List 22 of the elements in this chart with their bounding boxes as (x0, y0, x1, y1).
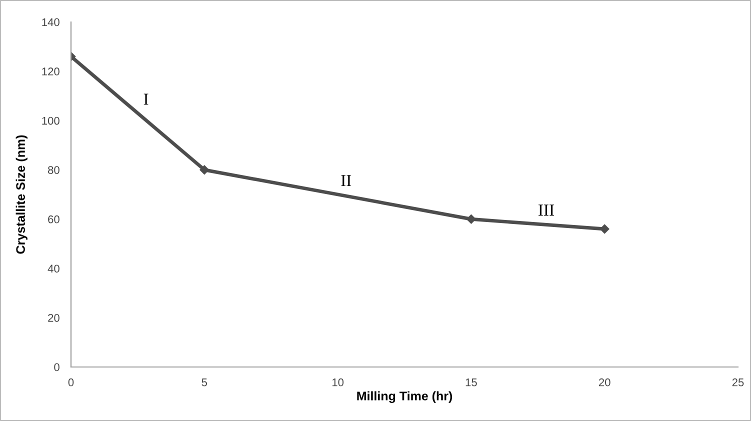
y-tick-label: 100 (42, 116, 60, 125)
y-tick-label: 20 (48, 314, 60, 322)
x-axis-title: Milling Time (hr) (357, 391, 452, 403)
annotation: II (341, 175, 352, 186)
annotation: I (144, 94, 148, 105)
point (466, 214, 476, 224)
y-tick-label: 60 (48, 215, 60, 224)
y-tick-label: 40 (48, 264, 60, 273)
point (200, 165, 210, 174)
y-tick-label: 120 (42, 68, 60, 76)
x-tick-label: 10 (332, 378, 344, 386)
x-tick-label: 15 (466, 378, 477, 386)
y-axis-title: Crystallite Size (nm) (16, 135, 28, 254)
x-tick-label: 0 (68, 378, 74, 386)
point (600, 224, 610, 234)
x-tick-label: 20 (598, 378, 610, 386)
annotation: III (538, 204, 554, 216)
x-tick-label: 25 (732, 378, 744, 386)
x-tick-label: 5 (202, 378, 208, 386)
y-tick-label: 0 (54, 363, 60, 372)
y-tick-label: 80 (48, 166, 60, 174)
y-tick-label: 140 (42, 18, 60, 26)
